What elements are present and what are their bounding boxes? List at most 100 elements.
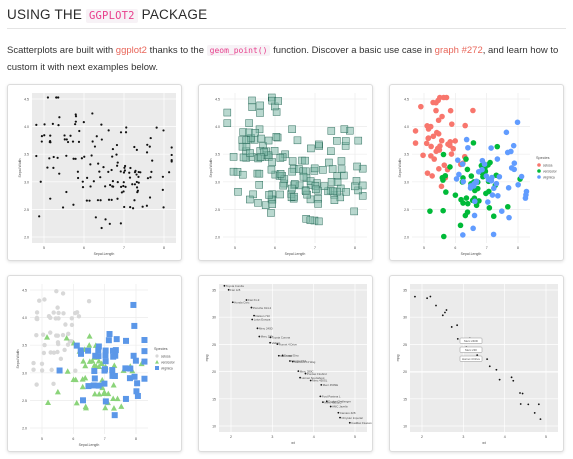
x-tick-label: 7 (104, 437, 106, 441)
data-point (107, 198, 111, 201)
data-point (61, 311, 66, 316)
data-point (141, 358, 148, 365)
data-point (239, 153, 248, 162)
data-point (99, 176, 102, 179)
data-point (337, 157, 346, 165)
data-point (170, 153, 173, 157)
annotated-scatter-card[interactable]: 35 30 25 20 15 10 2 3 4 5 wt mpg Merc 240D Merc 230 Ho… (389, 275, 564, 452)
geom-point-code: geom_point() (206, 45, 271, 56)
data-point (425, 135, 432, 141)
data-point (135, 180, 138, 184)
intro-paragraph: Scatterplots are built with ggplot2 than… (7, 42, 562, 76)
data-point (448, 151, 455, 157)
data-point (248, 103, 256, 111)
y-tick-label: 35 (403, 289, 407, 293)
point-label: Hornet 4 Drive (279, 342, 297, 346)
data-point (503, 129, 510, 136)
data-point (456, 324, 459, 327)
car-labels-scatter-card[interactable]: 35 30 25 20 15 10 2 3 4 5 wt mpg Toyota Corolla Fiat … (198, 275, 373, 452)
data-point (141, 348, 148, 355)
data-point (464, 200, 471, 207)
data-point (34, 382, 39, 387)
data-point (533, 412, 536, 414)
data-point (77, 140, 81, 143)
data-point (301, 187, 310, 195)
data-point (72, 157, 75, 160)
x-tick-label: 2 (421, 435, 423, 439)
data-point (145, 204, 148, 207)
data-point (73, 342, 80, 349)
data-point (118, 403, 125, 409)
data-point (128, 171, 131, 174)
data-point (46, 166, 49, 169)
legend-key (155, 366, 159, 370)
species-color-scatter-card[interactable]: 4.5 4.0 3.5 3.0 2.5 2.0 5 6 7 8 Sepal.Length Sepal.… (389, 84, 564, 261)
y-tick-label: 3.0 (24, 180, 29, 184)
data-point (276, 343, 279, 346)
data-point (101, 389, 108, 395)
data-point (223, 119, 232, 127)
data-point (155, 126, 158, 129)
data-point (289, 360, 291, 362)
data-point (34, 310, 40, 315)
graph-272-link[interactable]: graph #272 (434, 45, 483, 56)
legend-key (155, 354, 159, 358)
data-point (521, 392, 524, 395)
x-tick-label: 5 (545, 435, 547, 439)
data-point (74, 120, 77, 123)
point-label: Chrysler Imperial (342, 416, 364, 420)
data-point (312, 185, 320, 194)
data-point (95, 353, 102, 360)
data-point (86, 342, 93, 348)
data-point (96, 391, 103, 397)
data-point (327, 127, 336, 135)
data-point (495, 192, 501, 199)
data-point (475, 168, 482, 175)
x-tick-label: 8 (354, 246, 356, 250)
data-point (31, 367, 36, 372)
data-point (90, 382, 97, 389)
data-point (430, 133, 437, 140)
basic-scatter-card[interactable]: 4.5 4.0 3.5 3.0 2.5 2.0 5 6 7 8 Sepal.Length Sepal.… (7, 84, 182, 261)
y-tick-label: 30 (212, 316, 216, 320)
data-point (101, 380, 108, 387)
data-point (100, 138, 103, 141)
data-point (358, 192, 367, 200)
data-point (465, 144, 471, 151)
data-point (168, 171, 171, 174)
data-point (320, 383, 323, 386)
data-point (102, 358, 109, 365)
data-point (88, 199, 91, 202)
point-label: Merc 280C (300, 369, 314, 373)
data-point (93, 145, 97, 148)
data-point (76, 170, 79, 173)
data-point (38, 215, 41, 218)
data-point (498, 378, 501, 381)
data-point (89, 185, 92, 188)
square-markers-scatter-card[interactable]: 4.5 4.0 3.5 3.0 2.5 2.0 5 6 7 8 Sepal.Length Sepal.… (198, 84, 373, 261)
data-point (69, 134, 72, 137)
point-label: Fiat X1-9 (248, 298, 260, 302)
x-tick-label: 5 (234, 246, 236, 250)
plot-panel (410, 284, 558, 432)
data-point (162, 129, 165, 132)
data-point (57, 96, 60, 99)
point-label: AMC Javelin (332, 405, 348, 409)
data-point (40, 135, 44, 138)
x-tick-label: 8 (517, 246, 519, 250)
data-point (268, 158, 276, 166)
data-point (122, 365, 129, 372)
species-shape-scatter-card[interactable]: 4.5 4.0 3.5 3.0 2.5 2.0 5 6 7 8 Sepal.Length Sepal.… (7, 275, 182, 452)
point-label: Camaro Z28 (340, 411, 356, 415)
data-point (256, 109, 264, 117)
data-point (65, 342, 71, 347)
data-point (95, 343, 102, 350)
data-point (85, 383, 92, 390)
data-point (83, 155, 86, 158)
data-point (85, 199, 88, 202)
ggplot2-link[interactable]: ggplot2 (115, 45, 147, 56)
data-point (429, 295, 432, 298)
data-point (131, 183, 134, 186)
data-point (460, 178, 467, 185)
data-point (290, 192, 298, 201)
